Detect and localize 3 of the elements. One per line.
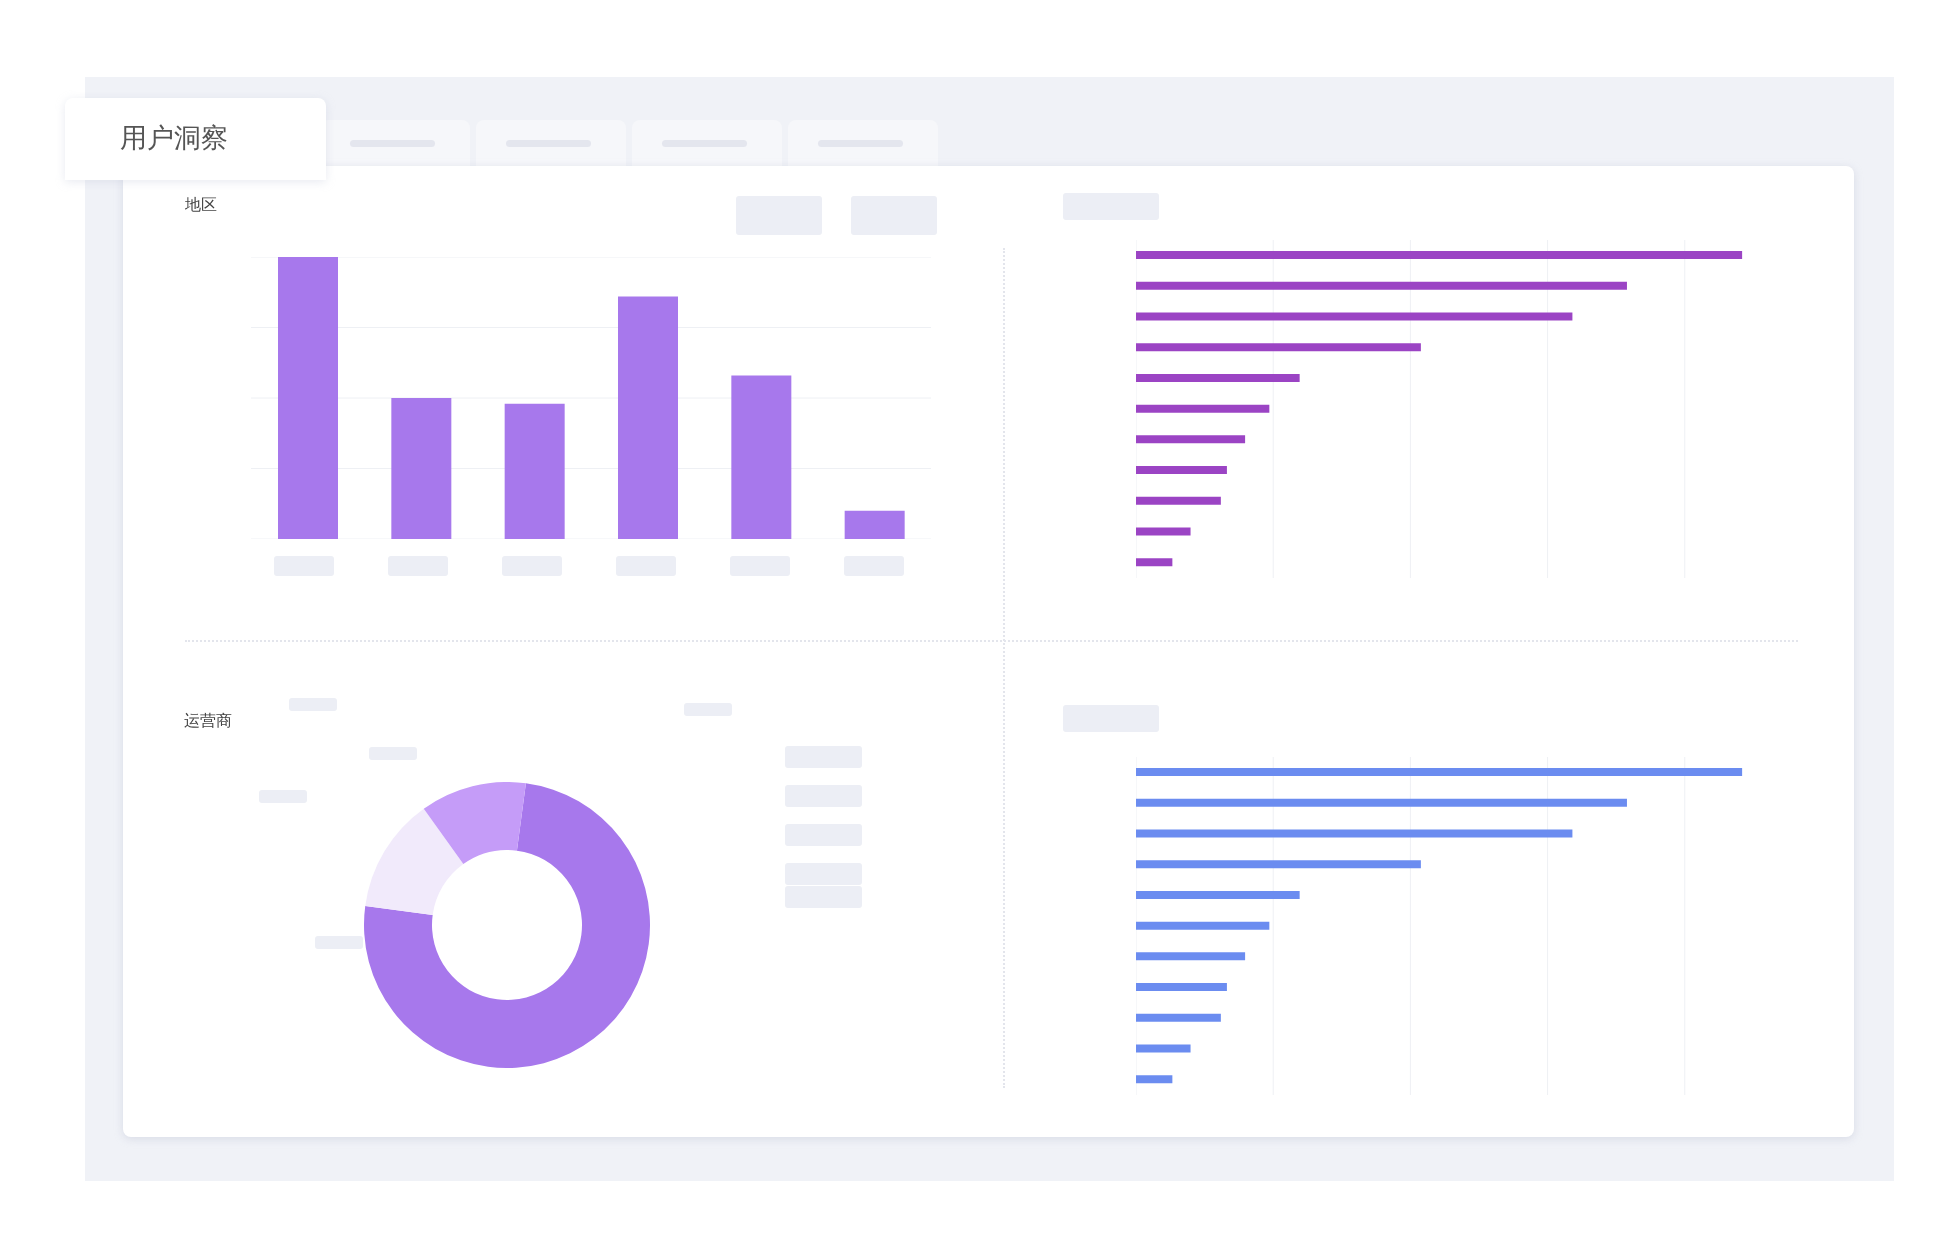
chart-title: 地区 [185,195,217,216]
text: 用户洞察 [120,121,228,155]
text: 运营商 [184,711,232,732]
